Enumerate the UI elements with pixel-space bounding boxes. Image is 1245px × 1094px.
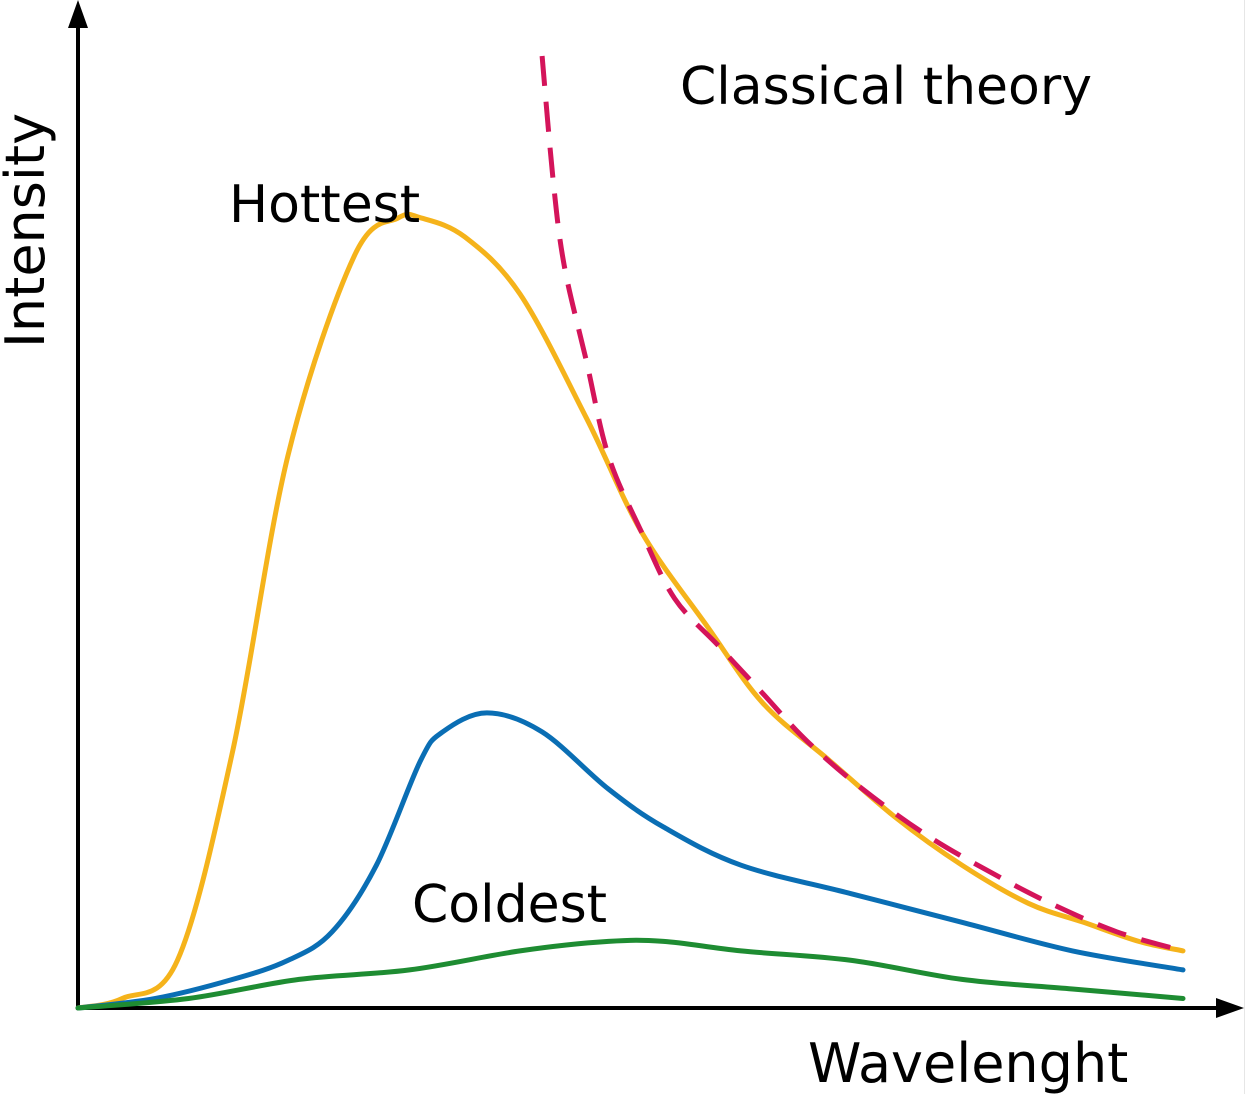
axes <box>68 0 1244 1018</box>
series-line-middle <box>75 710 1186 1011</box>
y-axis-label: Intensity <box>0 113 57 348</box>
x-axis-arrowhead <box>1216 998 1244 1018</box>
annotation-hottest: Hottest <box>229 175 420 235</box>
series-line-classical <box>539 55 1184 954</box>
y-axis-arrowhead <box>68 0 88 28</box>
annotation-classical-theory: Classical theory <box>680 57 1092 117</box>
series-layer <box>75 55 1186 1011</box>
annotation-coldest: Coldest <box>412 875 607 935</box>
series-line-hottest <box>75 211 1186 1011</box>
x-axis-label: Wavelenght <box>808 1032 1128 1094</box>
series-line-coldest <box>75 937 1186 1011</box>
